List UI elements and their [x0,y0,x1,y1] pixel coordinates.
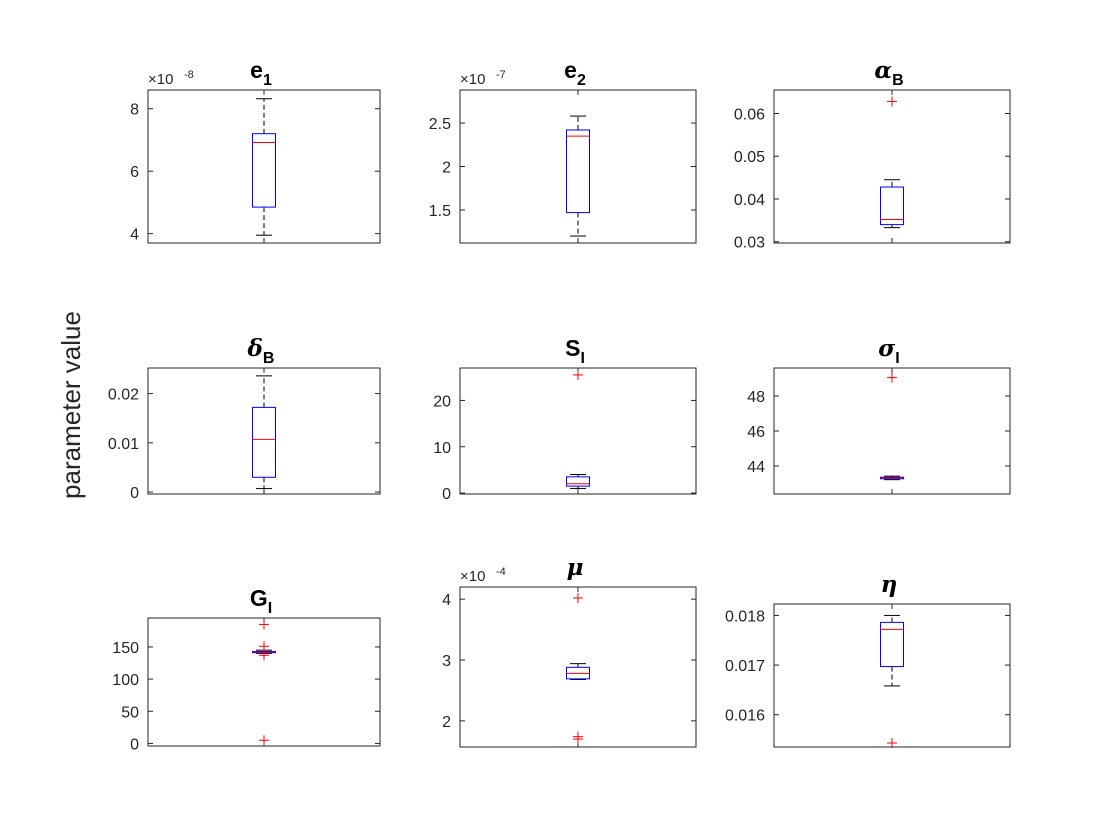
subplot-title: αB [874,57,903,89]
y-tick-label: 2 [442,714,451,731]
y-tick-label: 0.017 [725,658,765,675]
y-tick-label: 0.06 [734,107,765,124]
axis-multiplier: ×10 [460,568,485,585]
iqr-box [566,476,590,487]
subplot-8: 2 3 4 ×10 -4 μ [442,554,697,748]
subplot-title: δB [247,335,275,367]
subplot-4: 0 0.01 0.02 δB [108,335,381,502]
subplot-title: σI [878,335,899,367]
y-tick-label: 0 [130,736,139,753]
axes-frame [773,89,1011,244]
subplot-title: GI [250,585,272,617]
axes-frame [459,89,697,244]
outlier-marker [573,734,583,745]
y-tick-label: 0.01 [108,436,139,453]
y-tick-label: 6 [130,164,139,181]
subplot-5: 0 10 20 SI [433,335,697,503]
y-tick-label: 1.5 [429,203,451,220]
y-tick-label: 3 [442,653,451,670]
y-tick-label: 0.03 [734,235,765,252]
iqr-box [880,186,904,226]
y-tick-label: 0 [130,485,139,502]
outlier-marker [573,369,583,380]
y-tick-label: 2 [442,160,451,177]
subplot-title: SI [565,335,585,367]
outlier-marker [259,619,269,630]
y-tick-label: 46 [747,424,765,441]
y-tick-label: 44 [747,459,765,476]
subplot-2: 1.5 2 2.5 ×10 -7 e2 [429,57,697,244]
y-tick-label: 150 [112,640,139,657]
y-tick-label: 0.02 [108,387,139,404]
y-tick-label: 50 [121,704,139,721]
subplot-title: e2 [564,57,586,89]
outlier-marker [887,372,897,383]
y-tick-label: 0.018 [725,608,765,625]
outlier-marker [887,738,897,749]
y-tick-label: 4 [130,227,139,244]
subplot-title: η [881,571,898,598]
iqr-box [566,129,590,214]
y-axis-label: parameter value [56,311,86,499]
subplot-title: e1 [250,57,272,89]
axis-multiplier: ×10 [148,71,173,88]
axis-multiplier-exponent: -7 [496,69,506,81]
y-tick-label: 0 [442,486,451,503]
y-tick-label: 0.05 [734,149,765,166]
outlier-marker [887,96,897,107]
subplot-6: 44 46 48 σI [747,335,1011,495]
y-tick-label: 2.5 [429,116,451,133]
y-tick-label: 0.016 [725,708,765,725]
outlier-marker [259,735,269,746]
outlier-marker [573,592,583,603]
y-tick-label: 4 [442,592,451,609]
subplot-7: 0 50 100 150 GI [112,585,381,753]
y-tick-label: 48 [747,389,765,406]
outlier-marker [259,641,269,652]
axis-multiplier-exponent: -4 [496,566,506,578]
y-tick-label: 10 [433,440,451,457]
iqr-box [880,621,904,668]
axis-multiplier-exponent: -8 [184,69,194,81]
axes-frame [773,367,1011,495]
y-tick-label: 8 [130,102,139,119]
subplot-1: 4 6 8 ×10 -8 e1 [130,57,381,244]
axes-frame [147,617,381,747]
axis-multiplier: ×10 [460,71,485,88]
subplot-grid: 468×10 -8 e11.522.5×10 -7 e20.030.040.050.06… [108,57,1011,753]
subplot-3: 0.03 0.04 0.05 0.06 αB [734,57,1011,252]
subplot-9: 0.016 0.017 0.018 η [725,571,1011,749]
subplot-title: μ [567,554,584,581]
y-tick-label: 20 [433,393,451,410]
y-tick-label: 0.04 [734,192,765,209]
outlier-marker [259,650,269,661]
iqr-box [252,406,276,478]
iqr-box [252,133,276,208]
y-tick-label: 100 [112,672,139,689]
